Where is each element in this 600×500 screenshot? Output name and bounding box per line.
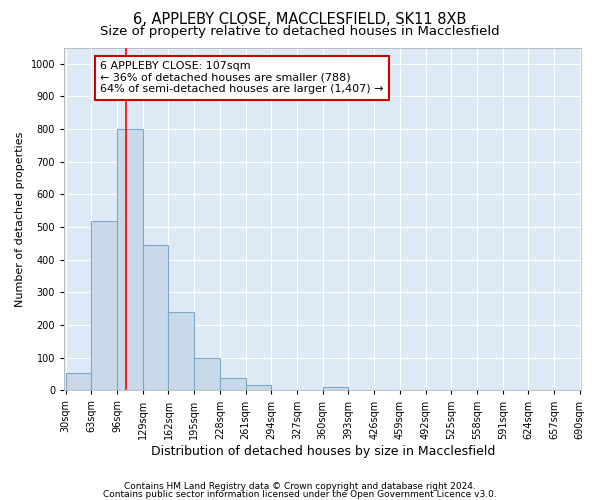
Text: 6 APPLEBY CLOSE: 107sqm
← 36% of detached houses are smaller (788)
64% of semi-d: 6 APPLEBY CLOSE: 107sqm ← 36% of detache… (100, 61, 384, 94)
Bar (117, 129, 143, 390)
Text: Contains HM Land Registry data © Crown copyright and database right 2024.: Contains HM Land Registry data © Crown c… (124, 482, 476, 491)
Text: Size of property relative to detached houses in Macclesfield: Size of property relative to detached ho… (100, 25, 500, 38)
Bar (65, 374, 91, 390)
Bar (169, 312, 194, 390)
Bar (194, 358, 220, 390)
X-axis label: Distribution of detached houses by size in Macclesfield: Distribution of detached houses by size … (151, 444, 495, 458)
Bar (220, 378, 245, 390)
Y-axis label: Number of detached properties: Number of detached properties (15, 132, 25, 306)
Bar (323, 387, 349, 390)
Text: 6, APPLEBY CLOSE, MACCLESFIELD, SK11 8XB: 6, APPLEBY CLOSE, MACCLESFIELD, SK11 8XB (133, 12, 467, 28)
Text: Contains public sector information licensed under the Open Government Licence v3: Contains public sector information licen… (103, 490, 497, 499)
Bar (91, 220, 117, 390)
Bar (143, 245, 169, 390)
Bar (245, 384, 271, 390)
